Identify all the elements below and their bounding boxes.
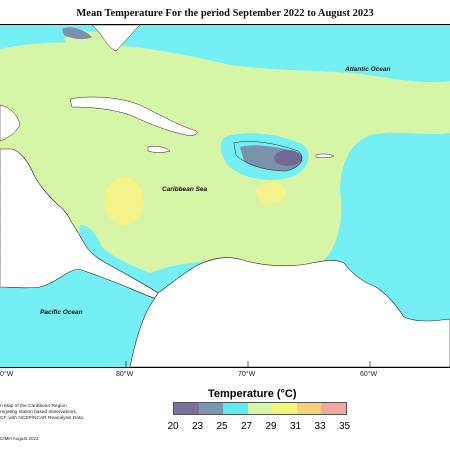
legend-tick-label: 20	[167, 421, 179, 432]
lon-label-west: 0°W	[0, 371, 14, 378]
cyan-gulf-patch	[0, 25, 77, 45]
legend-tick-label: 31	[289, 421, 302, 432]
map-description: n Map of the Caribbean Region regating s…	[0, 404, 118, 422]
slate-northwest	[62, 27, 92, 40]
label-atlantic-ocean: Atlantic Ocean	[344, 66, 391, 73]
map-canvas: Atlantic Ocean Caribbean Sea Pacific Oce…	[0, 25, 450, 367]
lon-label-60w: 60°W	[360, 371, 378, 378]
legend-tick-label: 29	[265, 421, 277, 432]
label-caribbean-sea: Caribbean Sea	[162, 186, 208, 193]
lon-label-80w: 80°W	[116, 371, 134, 378]
map-title: Mean Temperature For the period Septembe…	[76, 8, 374, 19]
description-line-1: n Map of the Caribbean Region	[0, 404, 67, 409]
lon-label-70w: 70°W	[238, 371, 256, 378]
land-hispaniola	[233, 141, 303, 172]
legend-tick-label: 23	[191, 421, 204, 432]
legend-tick-label: 35	[338, 421, 351, 432]
description-line-3: CF, with NCEP/NCAR Reanalysis Data.	[0, 416, 85, 421]
land-yucatan	[0, 104, 21, 142]
land-puerto-rico	[315, 153, 335, 158]
legend-swatch	[198, 403, 223, 414]
credit-text: CIMH August 2023	[0, 436, 39, 441]
legend-swatch	[321, 403, 346, 414]
temperature-map: Atlantic Ocean Caribbean Sea Pacific Oce…	[0, 24, 450, 368]
legend-swatch	[223, 403, 248, 414]
legend-color-bar	[173, 402, 347, 415]
legend-tick-label: 25	[216, 421, 228, 432]
land-cuba	[69, 96, 198, 136]
land-jamaica	[147, 145, 171, 153]
legend-swatch	[272, 403, 297, 414]
yellow-spot-central	[256, 182, 286, 204]
yellow-spot-west	[104, 177, 144, 225]
description-line-2: regating station based observations,	[0, 410, 78, 415]
legend-tick-label: 27	[240, 421, 253, 432]
land-central-america	[0, 148, 163, 302]
legend-ticks: 20 23 25 27 29 31 33 35	[160, 421, 390, 433]
label-pacific-ocean: Pacific Ocean	[40, 309, 83, 316]
legend-swatch	[247, 403, 272, 414]
legend-swatch	[174, 403, 199, 414]
land-florida	[91, 25, 141, 52]
legend-tick-label: 33	[314, 421, 326, 432]
legend-swatch	[296, 403, 321, 414]
purple-hispaniola-core	[274, 150, 302, 166]
legend-title: Temperature (°C)	[208, 388, 297, 400]
